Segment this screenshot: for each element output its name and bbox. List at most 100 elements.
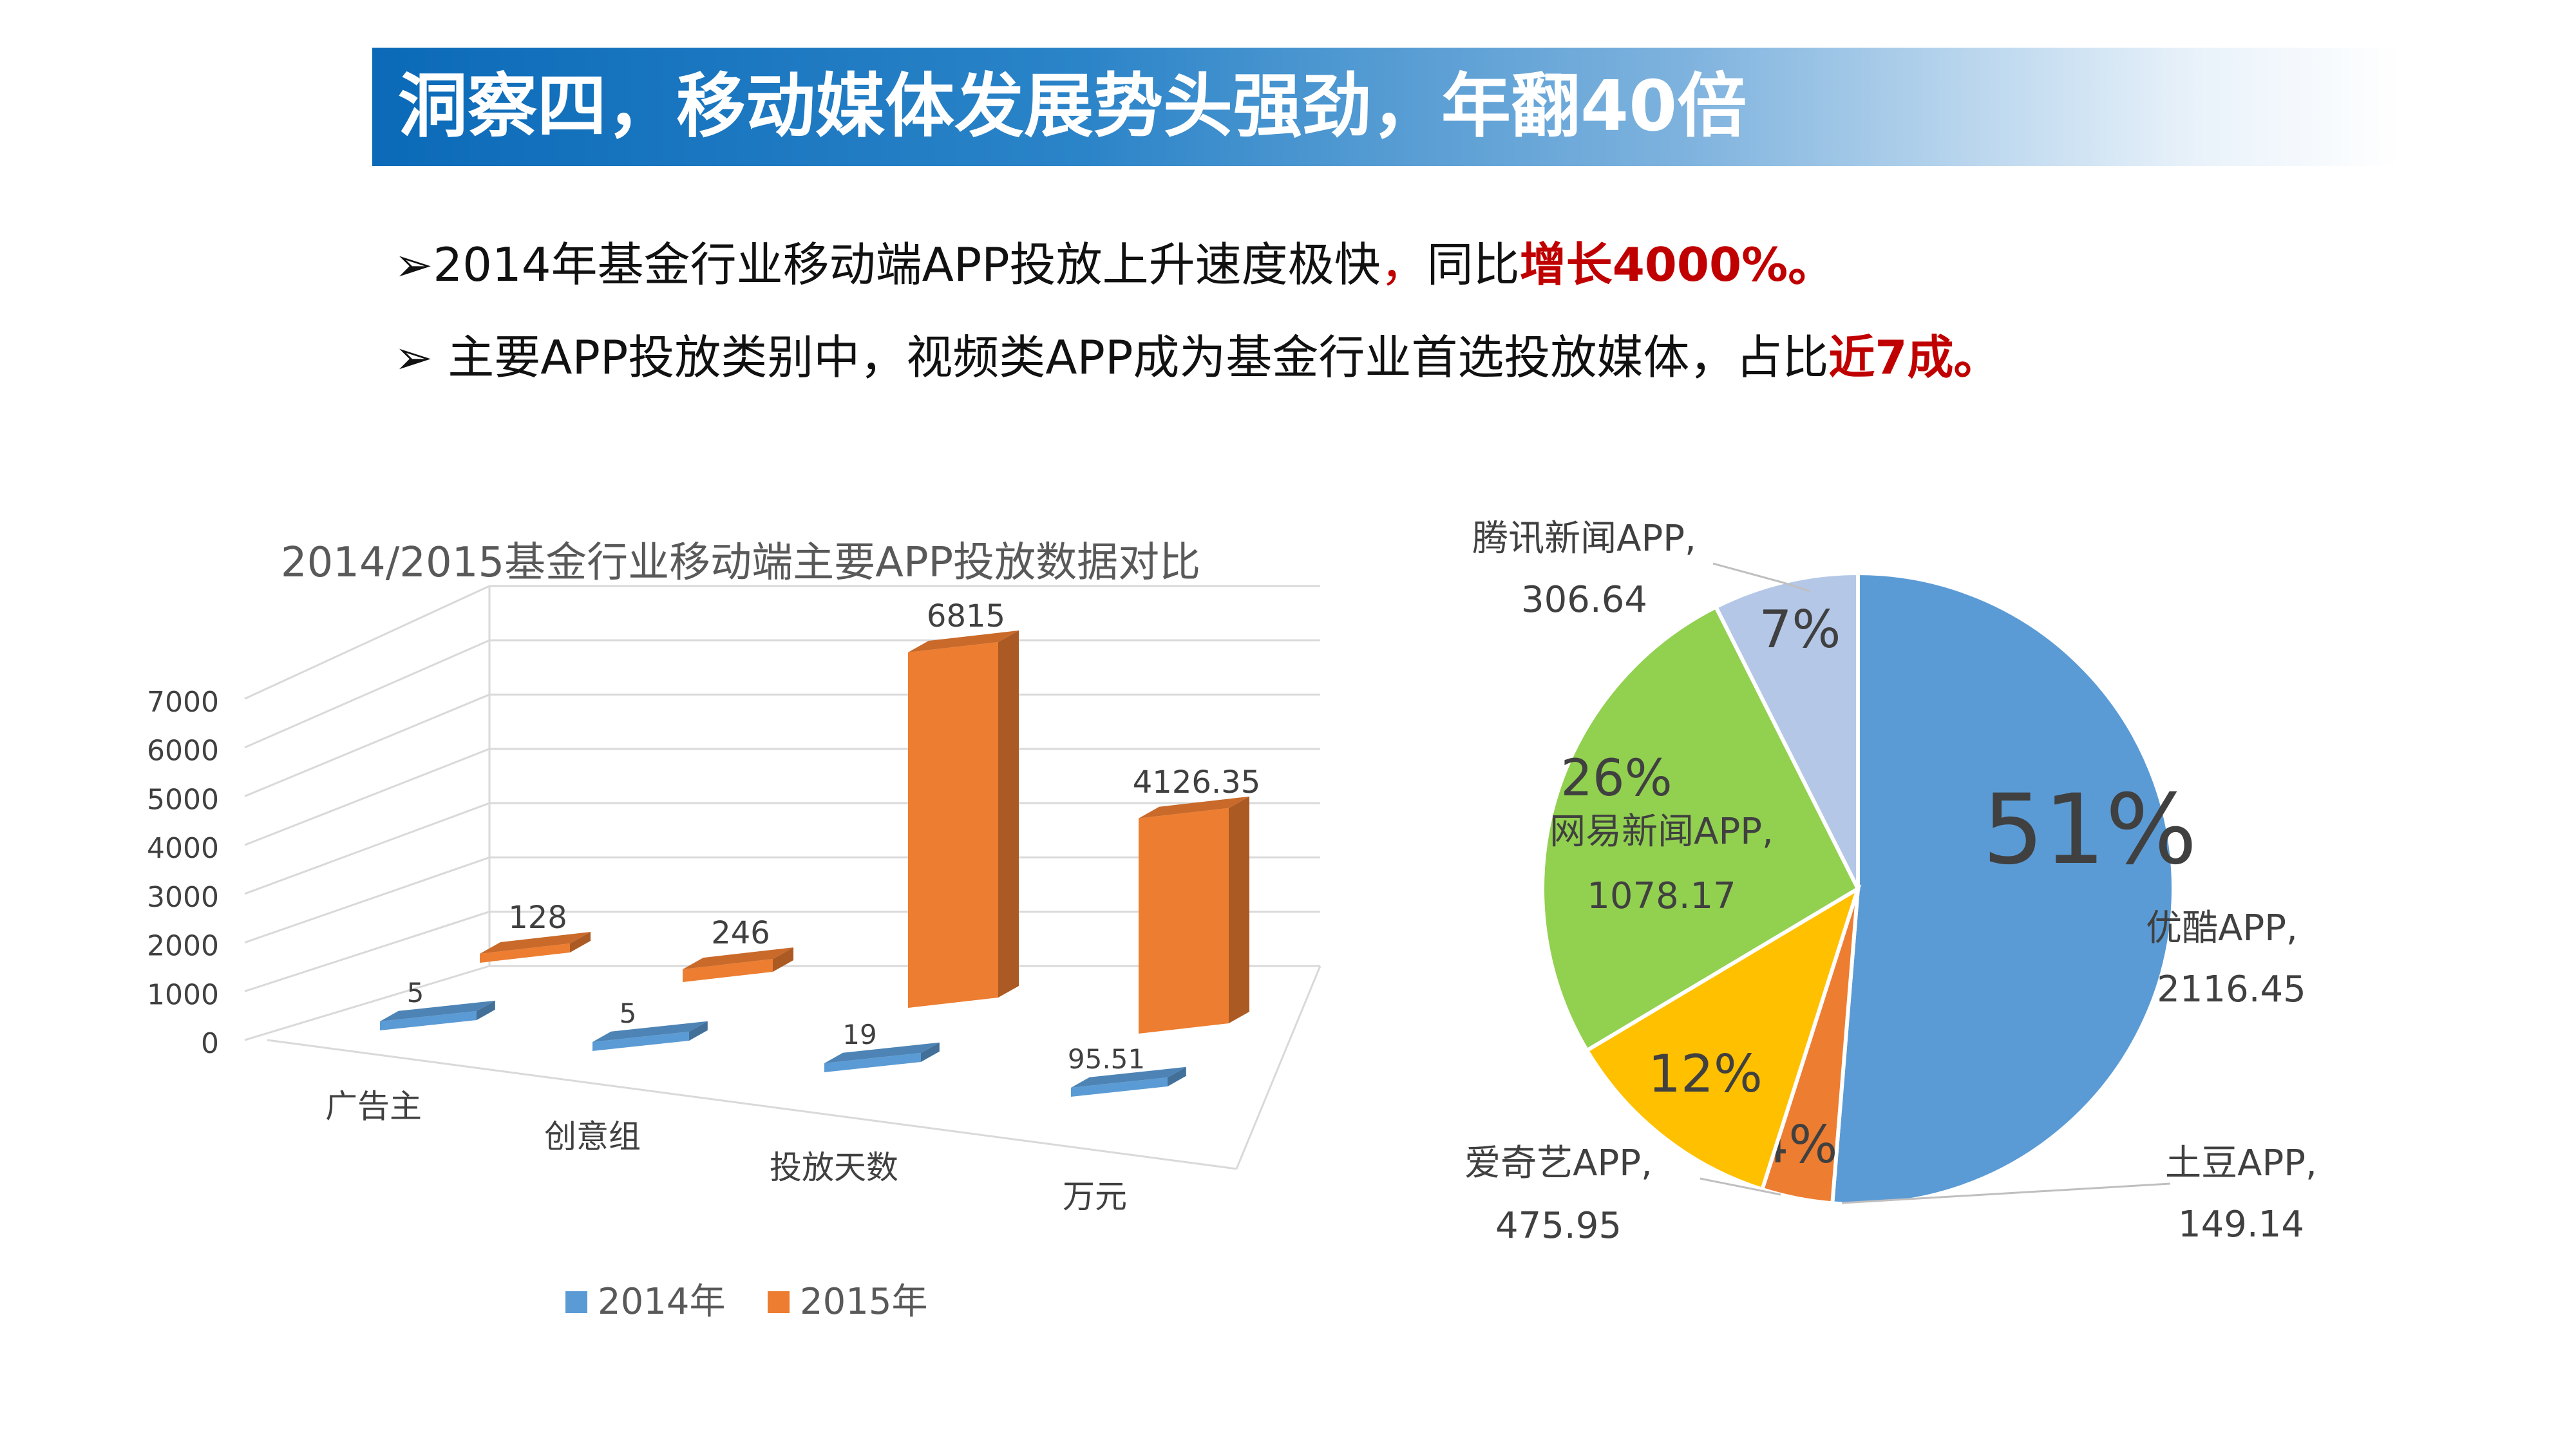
pie-category-label: 土豆APP, (2165, 1142, 2317, 1184)
floor-front-edge (267, 1039, 1237, 1170)
bar-2014 (592, 1021, 708, 1051)
y-tick-label: 6000 (147, 735, 219, 768)
title-bar: 洞察四，移动媒体发展势头强劲，年翻40倍 (372, 48, 2401, 166)
bar-front-face (1071, 1077, 1168, 1097)
bar-front-face (1139, 808, 1229, 1034)
pie-value-label: 1078.17 (1587, 875, 1736, 917)
category-label: 投放天数 (770, 1149, 898, 1186)
side-gridline (244, 911, 490, 992)
bar-2015 (683, 947, 793, 982)
legend-swatch-2014 (565, 1291, 587, 1313)
bullet-1: ➢2014年基金行业移动端APP投放上升速度极快，同比增长4000%。 (394, 227, 1834, 294)
bar-top-face (824, 1042, 940, 1063)
bar-top-face (1139, 796, 1249, 819)
bar-side-face (1229, 796, 1249, 1023)
side-gridline (244, 694, 490, 797)
bar-2015 (908, 630, 1019, 1008)
pie-percent-label: 12% (1648, 1044, 1763, 1104)
legend-label-2014: 2014年 (598, 1281, 726, 1323)
pie-category-label: 网易新闻APP, (1549, 811, 1774, 853)
bar-2015 (480, 932, 591, 963)
bullet-text: 主要APP投放类别中，视频类APP成为基金行业首选投放媒体，占比 (433, 330, 1829, 384)
bar-top-face (1071, 1066, 1186, 1088)
y-tick-label: 3000 (147, 881, 219, 914)
bullet-marker: ➢ (394, 238, 433, 292)
leader-line (1841, 1182, 2171, 1204)
bar-value-label: 246 (711, 915, 770, 951)
bar-front-face (380, 1011, 477, 1030)
category-label: 创意组 (544, 1118, 641, 1155)
bar-front-face (908, 641, 998, 1008)
bullet-highlight: 近7成。 (1828, 330, 2000, 384)
bar-side-face (921, 1042, 940, 1062)
side-gridline (244, 585, 490, 700)
bar-side-face (773, 947, 793, 972)
y-tick-label: 0 (201, 1027, 219, 1060)
bar-chart-title: 2014/2015基金行业移动端主要APP投放数据对比 (281, 539, 1200, 587)
bullet-highlight: 增长4000%。 (1519, 238, 1835, 292)
bar-2015 (1139, 796, 1249, 1034)
bar-top-face (480, 932, 591, 954)
y-tick-label: 4000 (147, 832, 219, 865)
bar-front-face (480, 943, 570, 963)
leader-line (1712, 562, 1810, 592)
bar-front-face (592, 1032, 689, 1051)
category-label: 万元 (1063, 1178, 1127, 1215)
page-title: 洞察四，移动媒体发展势头强劲，年翻40倍 (398, 66, 1747, 147)
bullet-2: ➢ 主要APP投放类别中，视频类APP成为基金行业首选投放媒体，占比近7成。 (394, 319, 2000, 387)
pie-slice (1830, 571, 2175, 1206)
bullet-text: 2014年基金行业移动端APP投放上升速度极快 (433, 238, 1381, 292)
pie-percent-label: 26% (1560, 750, 1672, 808)
y-tick-label: 5000 (147, 783, 219, 816)
pie-percent-label: 51% (1982, 774, 2197, 886)
bar-2014 (1071, 1066, 1186, 1097)
bar-side-face (477, 1000, 495, 1020)
bar-value-label: 95.51 (1068, 1043, 1145, 1075)
pie-percent-label: 7% (1759, 600, 1841, 659)
bar-value-label: 5 (620, 998, 637, 1029)
bar-2014 (824, 1042, 940, 1072)
y-tick-label: 1000 (147, 978, 219, 1011)
pie-value-label: 2116.45 (2157, 969, 2306, 1010)
pie-slice (1540, 604, 1861, 1054)
legend-swatch-2015 (768, 1291, 790, 1313)
y-tick-label: 7000 (147, 686, 219, 719)
pie-value-label: 149.14 (2178, 1204, 2304, 1245)
side-gridline (244, 802, 490, 895)
bar-top-face (380, 1000, 495, 1021)
side-gridline (244, 857, 490, 943)
bar-side-face (689, 1021, 708, 1041)
side-gridline (244, 639, 490, 749)
side-gridline (244, 748, 490, 846)
bar-value-label: 5 (407, 977, 424, 1009)
bar-front-face (824, 1053, 921, 1072)
side-gridline (244, 965, 490, 1041)
bar-front-face (683, 959, 773, 982)
pie-value-label: 475.95 (1495, 1205, 1622, 1247)
floor-side-edge (1235, 965, 1321, 1170)
bullet-comma: ， (1380, 238, 1427, 292)
bar-side-face (570, 932, 591, 952)
bar-side-face (998, 630, 1019, 998)
pie-slice (1584, 884, 1862, 1192)
bar-top-face (683, 947, 793, 970)
bar-value-label: 19 (842, 1019, 876, 1050)
pie-category-label: 爱奇艺APP, (1464, 1142, 1653, 1184)
category-label: 广告主 (325, 1088, 422, 1125)
pie-value-label: 306.64 (1521, 579, 1647, 621)
pie-category-label: 腾讯新闻APP, (1472, 518, 1696, 560)
pie-category-label: 优酷APP, (2146, 907, 2298, 949)
bar-value-label: 128 (508, 900, 567, 936)
bar-value-label: 6815 (927, 598, 1005, 634)
bar-top-face (592, 1021, 708, 1042)
y-tick-label: 2000 (147, 930, 219, 963)
bullet-marker: ➢ (394, 330, 433, 384)
bar-top-face (908, 630, 1019, 652)
bar-side-face (1168, 1066, 1186, 1086)
bar-value-label: 4126.35 (1133, 764, 1261, 800)
bullet-tail: 同比 (1426, 238, 1520, 292)
leader-line (1700, 1177, 1781, 1196)
pie-slice (1713, 571, 1860, 890)
